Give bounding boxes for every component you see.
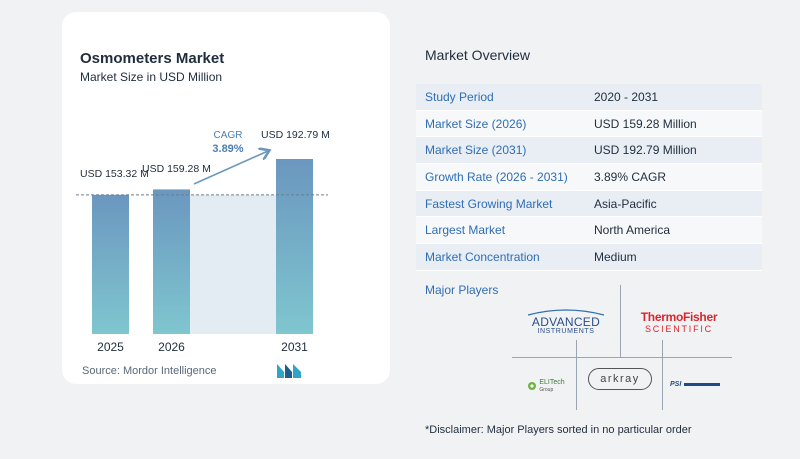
grid-divider [662, 340, 663, 410]
overview-row-label: Study Period [425, 89, 494, 104]
advanced-instruments-logo: ADVANCED INSTRUMENTS [520, 305, 612, 339]
thermo-fisher-logo: ThermoFisher SCIENTIFIC [640, 309, 718, 334]
overview-row-value: Medium [594, 249, 637, 264]
overview-table: Study Period 2020 - 2031 Market Size (2026… [416, 84, 762, 271]
major-players-title: Major Players [425, 283, 499, 297]
overview-row-label: Largest Market [425, 223, 506, 238]
chart-card: Osmometers Market Market Size in USD Mil… [62, 12, 390, 384]
elitech-logo: ELITech Group [522, 373, 570, 399]
overview-title: Market Overview [425, 47, 531, 63]
overview-row: Market Size (2026) USD 159.28 Million [416, 110, 762, 138]
grid-divider [620, 285, 621, 357]
x-tick-label: 2031 [281, 340, 308, 354]
bar-2026 [153, 189, 190, 334]
overview-row-label: Market Size (2031) [425, 143, 527, 158]
elitech-mark-icon [528, 382, 537, 390]
overview-row: Growth Rate (2026 - 2031) 3.89% CAGR [416, 164, 762, 191]
arkray-logo: arkray [588, 368, 652, 390]
overview-row: Largest Market North America [416, 217, 762, 245]
disclaimer: *Disclaimer: Major Players sorted in no … [425, 424, 692, 436]
overview-row-label: Fastest Growing Market [425, 196, 553, 211]
projection-shade [190, 194, 276, 334]
overview-row-value: 2020 - 2031 [594, 89, 659, 104]
overview-row-value: 3.89% CAGR [594, 169, 667, 184]
data-label-2026: USD 159.28 M [142, 163, 211, 175]
mordor-logo-icon [277, 364, 301, 378]
chart-title: Osmometers Market [80, 50, 225, 67]
major-players-grid: ADVANCED INSTRUMENTS ThermoFisher SCIENT… [512, 285, 732, 410]
grid-divider [512, 357, 732, 358]
grid-divider [576, 340, 577, 410]
psi-bar [684, 382, 721, 386]
overview-row: Market Concentration Medium [416, 244, 762, 271]
overview-row-label: Market Size (2026) [425, 116, 527, 131]
cagr-arrow [193, 151, 268, 185]
overview-row: Market Size (2031) USD 192.79 Million [416, 137, 762, 165]
psi-logo: PSI [670, 379, 724, 389]
overview-row: Fastest Growing Market Asia-Pacific [416, 190, 762, 218]
overview-row-value: USD 192.79 Million [594, 143, 697, 158]
chart-subtitle: Market Size in USD Million [80, 70, 223, 84]
data-label-2031: USD 192.79 M [261, 129, 330, 141]
overview-row-value: Asia-Pacific [594, 196, 657, 211]
bar-2031 [276, 159, 313, 334]
cagr-value: 3.89% [212, 143, 243, 155]
data-label-2025: USD 153.32 M [80, 168, 149, 180]
overview-row-value: USD 159.28 Million [594, 116, 697, 131]
x-tick-label: 2025 [97, 340, 124, 354]
overview-row-value: North America [594, 223, 671, 238]
logo-arc-icon [527, 309, 605, 316]
cagr-label: CAGR [214, 130, 243, 141]
overview-row-label: Growth Rate (2026 - 2031) [425, 169, 568, 184]
overview-row: Study Period 2020 - 2031 [416, 84, 762, 111]
x-tick-label: 2026 [158, 340, 185, 354]
source-note: Source: Mordor Intelligence [82, 365, 217, 377]
overview-row-label: Market Concentration [425, 249, 540, 264]
bar-2025 [92, 194, 129, 334]
